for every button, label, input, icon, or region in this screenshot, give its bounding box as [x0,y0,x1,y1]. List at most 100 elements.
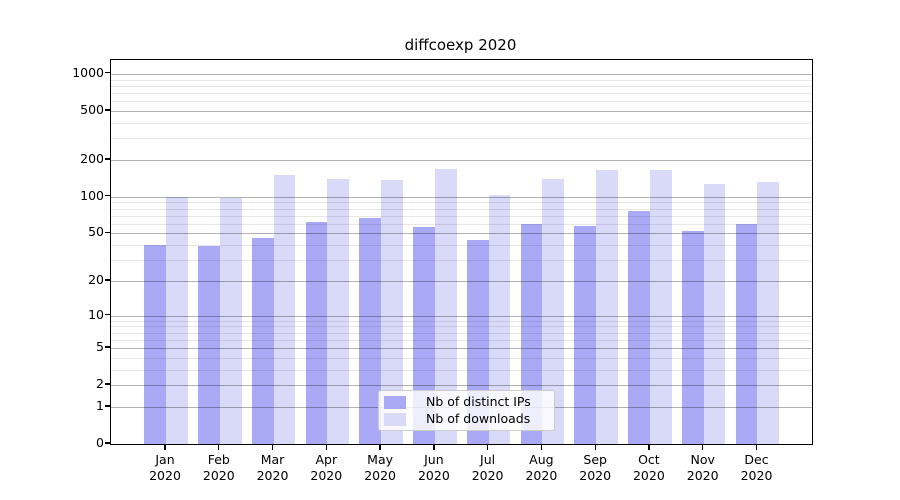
x-tick-mark [379,444,381,450]
x-tick-label-feb: Feb 2020 [202,452,235,483]
bar-distinct-ips-jun [413,227,435,444]
x-tick-mark [325,444,327,450]
y-tick-mark [105,158,110,160]
x-tick-mark [702,444,704,450]
minor-gridline [111,138,812,140]
minor-gridline [111,202,812,204]
x-tick-label-jan: Jan 2020 [149,452,181,483]
bar-downloads-jan [166,196,188,444]
x-tick-mark [755,444,758,450]
minor-gridline [111,92,812,94]
bar-downloads-aug [542,179,565,444]
minor-gridline [111,357,812,359]
x-tick-label-aug: Aug 2020 [525,452,558,483]
x-tick-mark [271,444,274,450]
legend-label-downloads: Nb of downloads [426,411,531,426]
y-tick-mark [105,313,110,316]
minor-gridline [111,85,812,87]
bar-downloads-apr [327,178,350,444]
x-tick-mark [486,444,489,450]
y-tick-label: 1000 [72,64,104,80]
major-gridline [111,159,812,161]
minor-gridline [111,320,812,322]
bar-distinct-ips-nov [681,231,704,444]
y-tick-mark [105,231,110,233]
y-tick-label: 0 [96,435,104,450]
x-tick-label-may: May 2020 [364,452,396,483]
minor-gridline [111,339,812,341]
plot-area [110,59,813,445]
y-tick-label: 20 [88,271,104,287]
minor-gridline [111,101,812,103]
legend-label-distinct-ips: Nb of distinct IPs [426,394,531,409]
bar-distinct-ips-oct [628,210,650,444]
x-tick-mark [218,444,220,450]
y-tick-label: 5 [96,339,104,354]
bar-distinct-ips-feb [197,246,220,444]
minor-gridline [111,223,812,225]
y-tick-label: 50 [88,224,104,240]
bar-distinct-ips-aug [520,223,543,444]
minor-gridline [111,245,812,246]
bar-downloads-mar [273,175,296,444]
legend-entry-downloads: Nb of downloads [384,412,554,426]
bar-downloads-oct [649,170,672,444]
bar-distinct-ips-mar [251,237,274,444]
x-tick-mark [433,444,435,450]
major-gridline [111,110,812,112]
chart-title: diffcoexp 2020 [404,36,517,54]
y-tick-label: 200 [80,150,104,166]
major-gridline [111,280,812,282]
major-gridline [111,73,812,75]
y-tick-label: 100 [80,187,104,203]
bar-distinct-ips-may [359,217,382,444]
bar-downloads-may [381,180,403,444]
x-tick-label-dec: Dec 2020 [740,452,773,483]
x-tick-mark [594,444,596,450]
bar-downloads-sep [596,169,618,444]
bar-distinct-ips-dec [735,223,758,444]
y-tick-mark [105,442,110,444]
legend-swatch-downloads [384,412,406,426]
bar-downloads-feb [219,198,242,444]
minor-gridline [111,332,812,334]
major-gridline [111,196,812,198]
major-gridline [111,385,812,387]
legend: Nb of distinct IPs Nb of downloads [378,390,555,431]
y-tick-mark [105,383,110,385]
bar-downloads-nov [703,183,726,444]
x-tick-label-nov: Nov 2020 [686,452,719,483]
major-gridline [111,315,812,317]
y-tick-label: 10 [88,306,104,322]
bar-distinct-ips-apr [305,222,328,444]
minor-gridline [111,369,812,371]
x-tick-mark [540,444,543,450]
y-tick-label: 2 [96,376,104,392]
legend-entry-distinct-ips: Nb of distinct IPs [384,395,554,409]
x-tick-label-jul: Jul 2020 [471,452,504,483]
x-tick-label-apr: Apr 2020 [310,452,343,483]
y-tick-mark [105,279,110,281]
minor-gridline [111,260,812,261]
major-gridline [111,348,812,349]
minor-gridline [111,326,812,328]
bar-downloads-jun [434,168,457,444]
y-tick-mark [105,72,110,74]
x-tick-label-mar: Mar 2020 [256,452,289,483]
y-tick-mark [105,346,110,348]
y-tick-label: 500 [80,101,104,117]
bar-distinct-ips-sep [574,225,597,444]
x-tick-mark [648,444,650,450]
minor-gridline [111,208,812,210]
minor-gridline [111,79,812,81]
minor-gridline [111,122,812,124]
bar-distinct-ips-jan [144,245,166,444]
y-tick-label: 1 [96,397,104,413]
x-tick-label-sep: Sep 2020 [579,452,612,483]
bar-downloads-dec [757,182,780,444]
x-tick-label-oct: Oct 2020 [632,452,665,483]
legend-swatch-distinct-ips [384,395,406,409]
x-tick-mark [164,444,166,450]
y-tick-mark [105,195,110,197]
